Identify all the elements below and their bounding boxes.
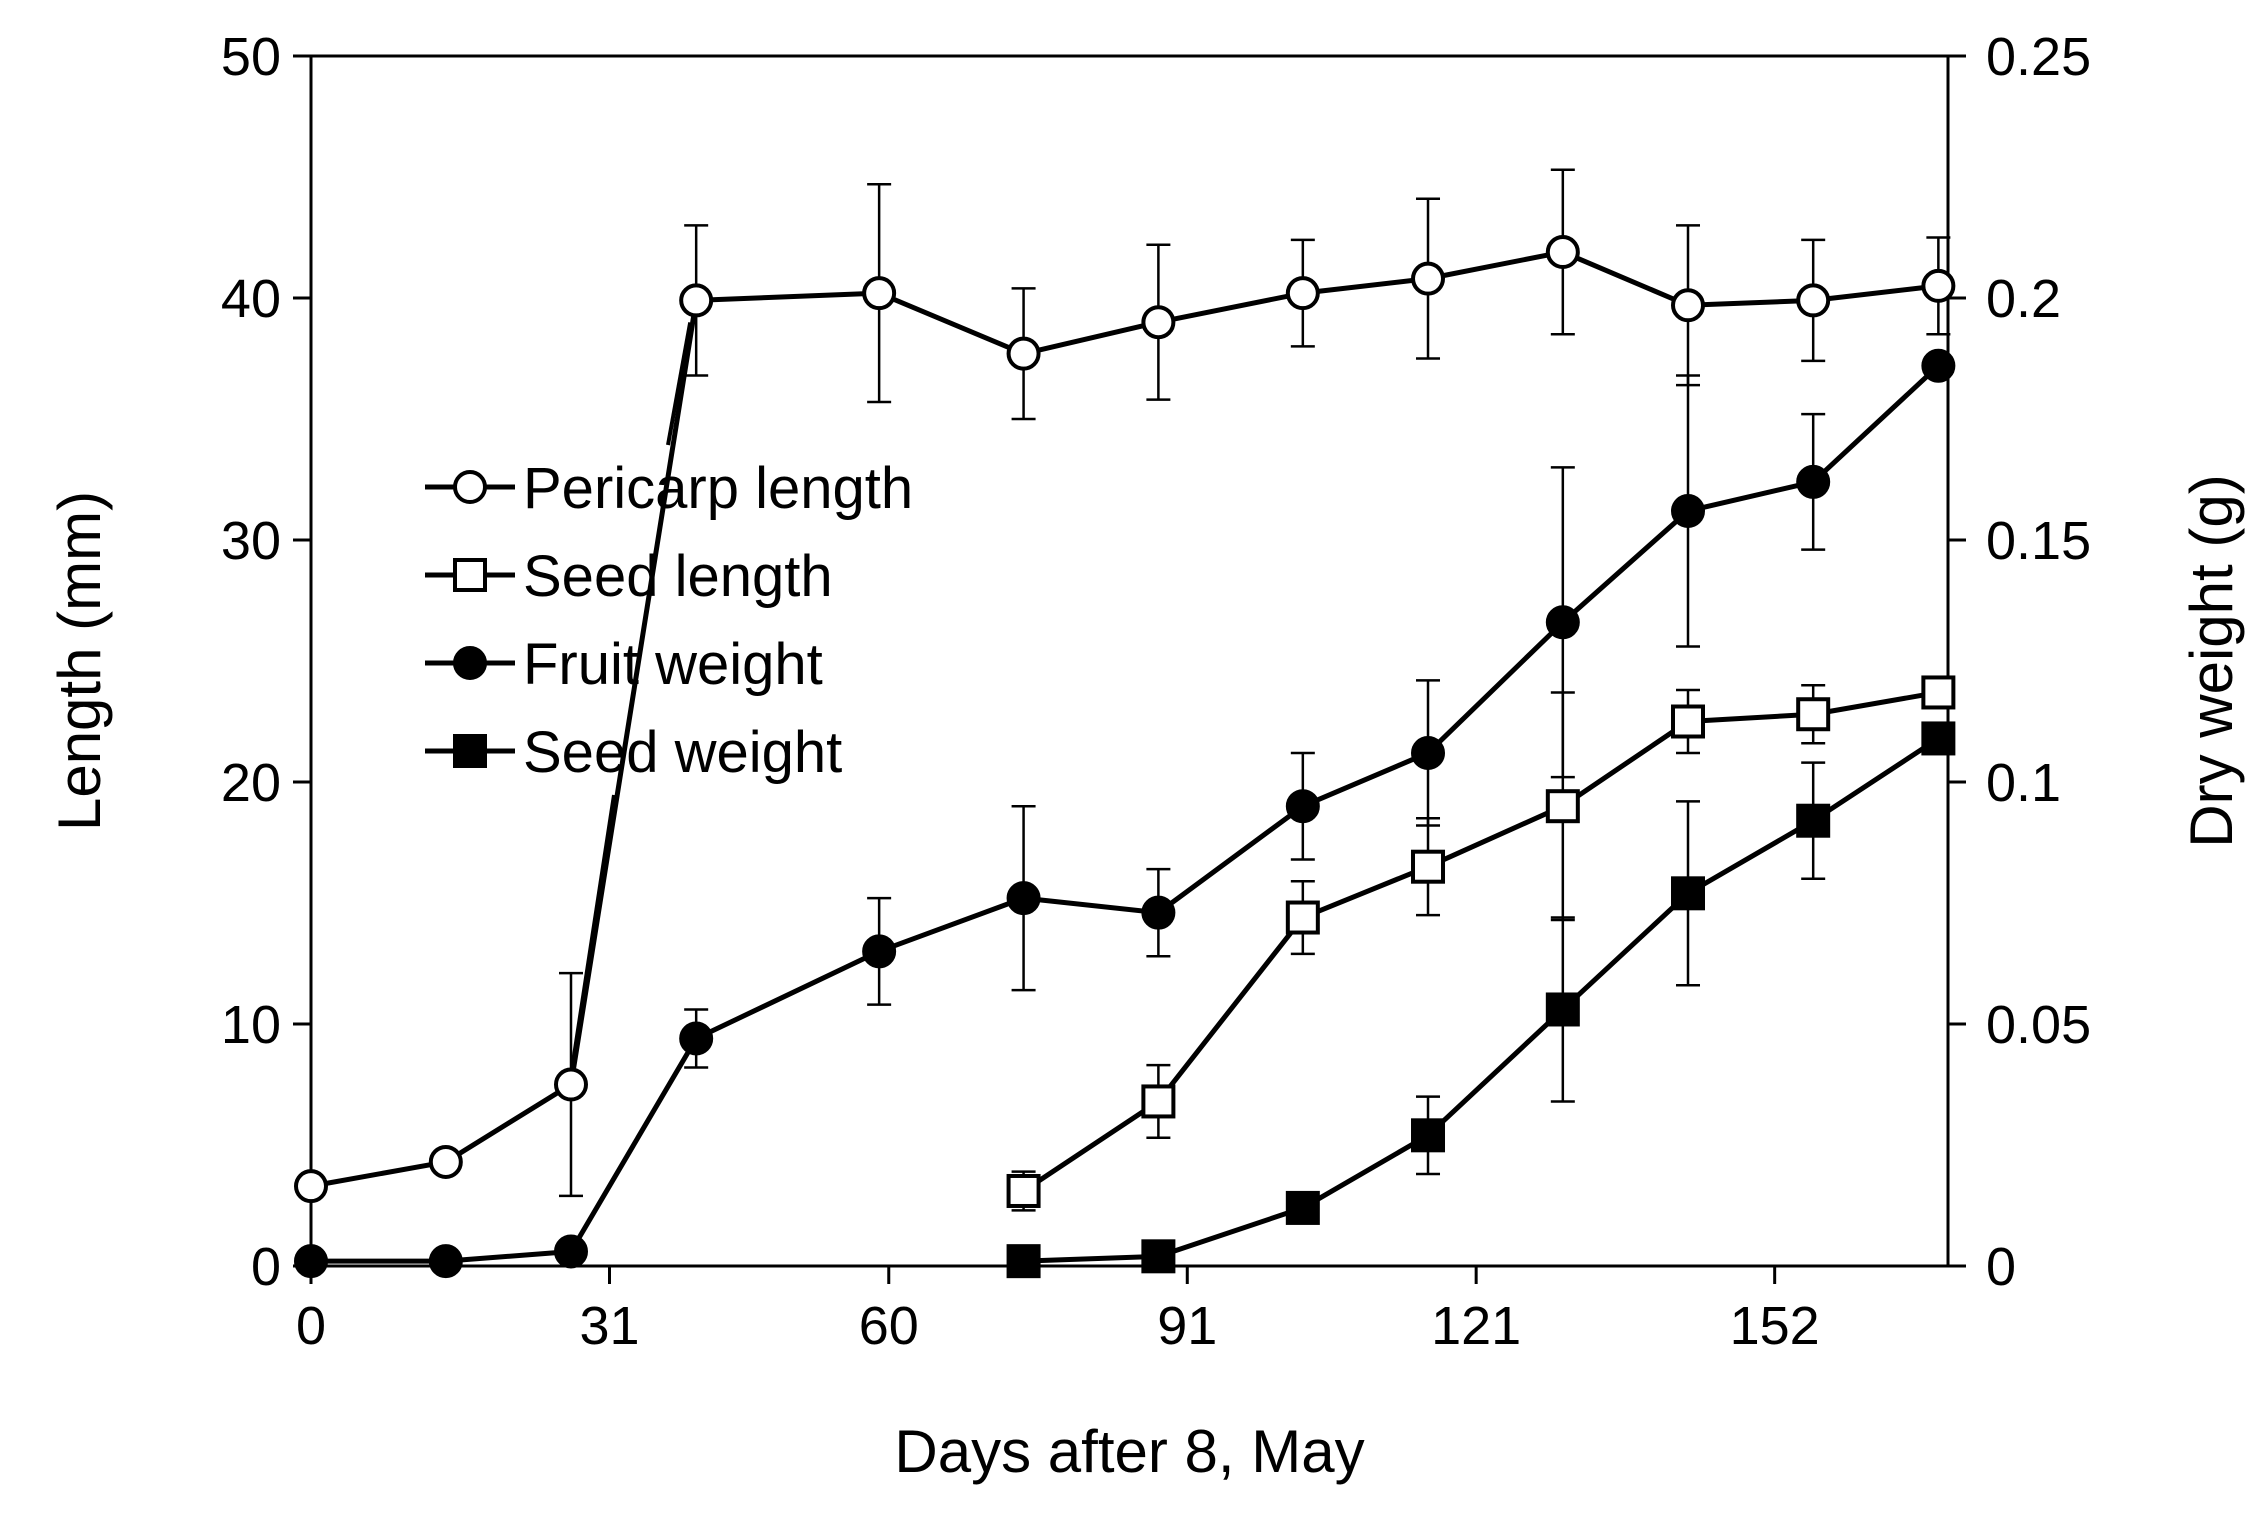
series-pericarp-length bbox=[294, 168, 1956, 1204]
point-fruit-weight bbox=[1141, 895, 1176, 930]
point-seed-weight bbox=[1285, 1190, 1320, 1225]
point-pericarp-length bbox=[1671, 288, 1706, 323]
y2-tick-label: 0.2 bbox=[1986, 269, 2061, 329]
point-pericarp-length bbox=[1285, 276, 1320, 311]
point-fruit-weight bbox=[1006, 881, 1041, 916]
legend-label: Seed weight bbox=[523, 720, 842, 785]
series-seed-length bbox=[1006, 675, 1956, 1212]
series-fruit-weight bbox=[294, 348, 1956, 1279]
point-fruit-weight bbox=[553, 1234, 588, 1269]
x-tick-label: 121 bbox=[1431, 1296, 1521, 1356]
legend-marker-fruit-weight bbox=[453, 646, 487, 680]
point-seed-weight bbox=[1545, 992, 1580, 1027]
point-pericarp-length bbox=[1411, 261, 1446, 296]
point-fruit-weight bbox=[1285, 789, 1320, 824]
point-seed-weight bbox=[1006, 1244, 1041, 1279]
legend-label: Seed length bbox=[523, 544, 833, 609]
line-seed-weight bbox=[1023, 736, 1940, 1264]
x-tick-label: 0 bbox=[296, 1296, 326, 1356]
y-tick-label: 30 bbox=[221, 511, 281, 571]
legend-marker-seed-weight bbox=[453, 734, 487, 768]
point-seed-length bbox=[1671, 704, 1706, 739]
point-pericarp-length bbox=[1796, 283, 1831, 318]
point-seed-weight bbox=[1141, 1239, 1176, 1274]
point-seed-length bbox=[1006, 1173, 1041, 1208]
legend-item-seed-weight: Seed weight bbox=[425, 720, 842, 785]
point-seed-weight bbox=[1411, 1118, 1446, 1153]
point-fruit-weight bbox=[679, 1021, 714, 1056]
point-pericarp-length bbox=[1006, 336, 1041, 371]
y-tick-label: 40 bbox=[221, 269, 281, 329]
point-fruit-weight bbox=[1671, 493, 1706, 528]
point-pericarp-length bbox=[294, 1169, 328, 1204]
point-seed-weight bbox=[1921, 721, 1956, 756]
point-seed-length bbox=[1921, 675, 1956, 710]
legend-marker-seed-length bbox=[453, 558, 487, 592]
legend-marker-pericarp-length bbox=[453, 470, 487, 504]
point-pericarp-length bbox=[679, 283, 714, 318]
series-seed-weight bbox=[1006, 721, 1956, 1279]
legend-item-pericarp-length: Pericarp length bbox=[425, 456, 913, 521]
point-seed-length bbox=[1545, 789, 1580, 824]
legend-item-fruit-weight: Fruit weight bbox=[425, 632, 823, 697]
point-pericarp-length bbox=[1921, 268, 1956, 303]
y2-axis-title: Dry weight (g) bbox=[2178, 474, 2245, 847]
series-layer bbox=[294, 168, 1956, 1279]
y2-tick-label: 0.15 bbox=[1986, 511, 2091, 571]
point-pericarp-length bbox=[553, 1067, 588, 1102]
point-seed-length bbox=[1796, 697, 1831, 732]
point-fruit-weight bbox=[1796, 464, 1831, 499]
pointer-pericarp-to-legend bbox=[666, 322, 693, 446]
x-tick-label: 91 bbox=[1157, 1296, 1217, 1356]
line-seed-length bbox=[1022, 689, 1939, 1194]
y2-tick-label: 0.05 bbox=[1986, 995, 2091, 1055]
x-tick-label: 31 bbox=[579, 1296, 639, 1356]
point-seed-length bbox=[1411, 849, 1446, 884]
point-seed-length bbox=[1285, 900, 1320, 935]
point-seed-weight bbox=[1671, 876, 1706, 911]
point-fruit-weight bbox=[1921, 348, 1956, 383]
point-fruit-weight bbox=[862, 934, 897, 969]
point-fruit-weight bbox=[428, 1244, 463, 1279]
axes: 0 31 60 91 121 152 0 10 20 30 40 50 0 0.05 0.1 0.15 0.2 0… bbox=[221, 27, 2091, 1356]
y2-tick-label: 0 bbox=[1986, 1237, 2016, 1297]
plot-border bbox=[309, 54, 1950, 1268]
y-tick-label: 50 bbox=[221, 27, 281, 87]
point-seed-weight bbox=[1796, 803, 1831, 838]
point-seed-length bbox=[1141, 1084, 1176, 1119]
legend-label: Fruit weight bbox=[523, 632, 823, 697]
plot-frame bbox=[309, 54, 1950, 1268]
y2-tick-label: 0.1 bbox=[1986, 753, 2061, 813]
legend: Pericarp length Seed length Fruit weight Se… bbox=[425, 456, 913, 785]
point-pericarp-length bbox=[428, 1144, 463, 1179]
point-fruit-weight bbox=[1411, 735, 1446, 770]
point-pericarp-length bbox=[1545, 235, 1580, 270]
legend-label: Pericarp length bbox=[523, 456, 913, 521]
y2-tick-label: 0.25 bbox=[1986, 27, 2091, 87]
point-pericarp-length bbox=[1141, 305, 1176, 340]
y-axis-title: Length (mm) bbox=[46, 491, 113, 831]
y-tick-label: 20 bbox=[221, 753, 281, 813]
legend-item-seed-length: Seed length bbox=[425, 544, 833, 609]
point-fruit-weight bbox=[294, 1244, 328, 1279]
y-tick-label: 10 bbox=[221, 995, 281, 1055]
point-pericarp-length bbox=[862, 276, 897, 311]
point-fruit-weight bbox=[1545, 605, 1580, 640]
x-axis-title: Days after 8, May bbox=[894, 1418, 1364, 1485]
x-tick-label: 152 bbox=[1730, 1296, 1820, 1356]
y-tick-label: 0 bbox=[251, 1237, 281, 1297]
x-tick-label: 60 bbox=[859, 1296, 919, 1356]
